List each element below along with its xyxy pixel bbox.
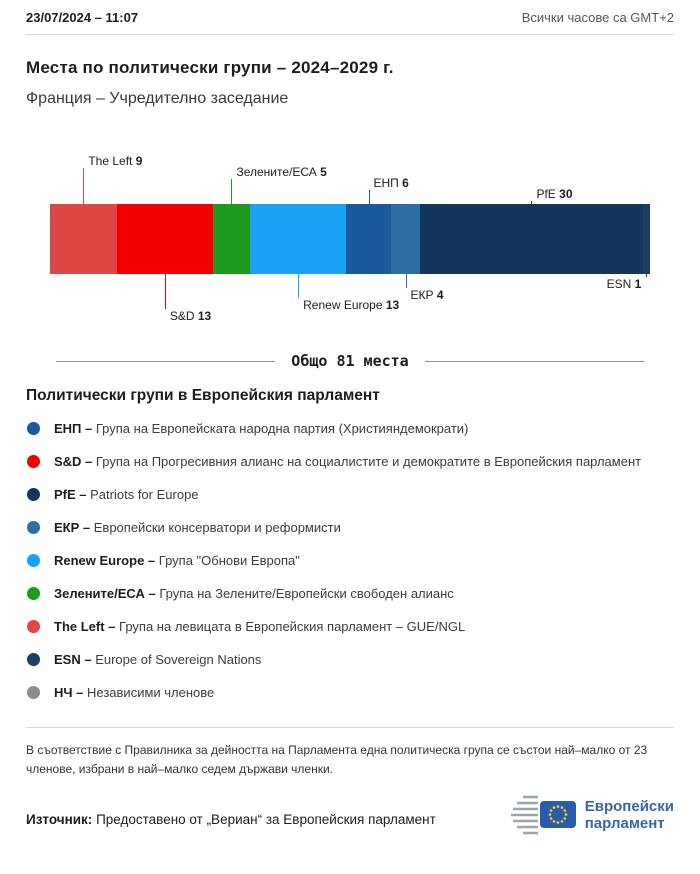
legend-desc: Patriots for Europe bbox=[90, 487, 199, 502]
legend-dot-ni bbox=[27, 686, 40, 699]
legend-desc: Група на Зелените/Европейски свободен ал… bbox=[159, 586, 454, 601]
total-line-right bbox=[424, 360, 644, 362]
legend-item-sd: S&D – Група на Прогресивния алианс на со… bbox=[26, 452, 674, 472]
legend-item-epp: ЕНП – Група на Европейската народна парт… bbox=[26, 419, 674, 439]
legend-dot-esn bbox=[27, 653, 40, 666]
legend: ЕНП – Група на Европейската народна парт… bbox=[26, 419, 674, 703]
bar-segment-renew[interactable] bbox=[249, 204, 347, 274]
legend-dot-renew bbox=[27, 554, 40, 567]
bar-segment-ecr[interactable] bbox=[390, 204, 421, 274]
bar-segment-pfe[interactable] bbox=[420, 204, 643, 274]
legend-heading: Политически групи в Европейския парламен… bbox=[26, 387, 380, 404]
ep-logo-mark bbox=[510, 795, 576, 835]
legend-item-esn: ESN – Europe of Sovereign Nations bbox=[26, 650, 674, 670]
seat-bar bbox=[50, 204, 650, 274]
legend-desc: Група на Прогресивния алианс на социалис… bbox=[95, 454, 642, 469]
footnote: В съответствие с Правилника за дейността… bbox=[26, 743, 648, 776]
leader-line-esn bbox=[646, 274, 648, 277]
bar-segment-greens-efa[interactable] bbox=[212, 204, 250, 274]
timezone-note: Всички часове са GMT+2 bbox=[521, 10, 674, 25]
legend-text: НЧ – Независими членове bbox=[54, 683, 214, 703]
leader-line-pfe bbox=[531, 201, 533, 204]
source-line: Източник: Предоставено от „Вериан“ за Ев… bbox=[26, 812, 436, 827]
legend-dot-ecr bbox=[27, 521, 40, 534]
seat-label-pfe: PfE 30 bbox=[536, 187, 573, 201]
legend-text: S&D – Група на Прогресивния алианс на со… bbox=[54, 452, 641, 472]
legend-text: PfE – Patriots for Europe bbox=[54, 485, 199, 505]
source-label: Източник: bbox=[26, 812, 93, 827]
legend-text: Renew Europe – Група "Обнови Европа" bbox=[54, 551, 300, 571]
total-line-left bbox=[56, 360, 276, 362]
leader-line-the-left bbox=[83, 168, 85, 204]
legend-abbr: PfE – bbox=[54, 487, 87, 502]
legend-dot-epp bbox=[27, 422, 40, 435]
legend-text: ЕКР – Европейски консерватори и реформис… bbox=[54, 518, 341, 538]
legend-item-greens: Зелените/ЕСА – Група на Зелените/Европей… bbox=[26, 584, 674, 604]
legend-desc: Независими членове bbox=[87, 685, 215, 700]
bar-segment-epp[interactable] bbox=[346, 204, 391, 274]
page-subtitle: Франция – Учредително заседание bbox=[26, 90, 289, 107]
ep-logo: Европейски парламент bbox=[508, 789, 674, 841]
seat-chart: The Left 9 S&D 13 Зелените/ЕСА 5 Renew Euro… bbox=[50, 146, 650, 328]
footer: Източник: Предоставено от „Вериан“ за Ев… bbox=[26, 789, 674, 841]
seat-label-the-left: The Left 9 bbox=[88, 154, 143, 168]
legend-item-ni: НЧ – Независими членове bbox=[26, 683, 674, 703]
legend-abbr: ЕКР – bbox=[54, 520, 91, 535]
legend-dot-sd bbox=[27, 455, 40, 468]
seat-label-epp: ЕНП 6 bbox=[373, 176, 409, 190]
legend-item-renew: Renew Europe – Група "Обнови Европа" bbox=[26, 551, 674, 571]
legend-text: ESN – Europe of Sovereign Nations bbox=[54, 650, 261, 670]
legend-abbr: The Left – bbox=[54, 619, 116, 634]
legend-abbr: ESN – bbox=[54, 652, 92, 667]
leader-line-greens-efa bbox=[231, 179, 233, 204]
legend-abbr: НЧ – bbox=[54, 685, 84, 700]
bar-segment-the-left[interactable] bbox=[50, 204, 117, 274]
legend-dot-pfe bbox=[27, 488, 40, 501]
source-text: Предоставено от „Вериан“ за Европейския … bbox=[96, 812, 436, 827]
legend-dot-left bbox=[27, 620, 40, 633]
legend-desc: Европейски консерватори и реформисти bbox=[93, 520, 341, 535]
legend-abbr: Renew Europe – bbox=[54, 553, 156, 568]
legend-item-ecr: ЕКР – Европейски консерватори и реформис… bbox=[26, 518, 674, 538]
ep-logo-text-line2: парламент bbox=[584, 815, 665, 832]
seat-label-sd: S&D 13 bbox=[169, 309, 212, 324]
total-seats-label: Общо 81 места bbox=[291, 352, 409, 370]
leader-line-ecr bbox=[405, 274, 407, 288]
leader-line-epp bbox=[368, 190, 370, 204]
seat-label-renew: Renew Europe 13 bbox=[303, 298, 400, 313]
legend-desc: Europe of Sovereign Nations bbox=[95, 652, 262, 667]
seat-label-ecr: ЕКР 4 bbox=[410, 287, 444, 302]
ep-logo-text-line1: Европейски bbox=[584, 798, 674, 815]
ep-logo-text: Европейски парламент bbox=[585, 798, 674, 832]
topbar: 23/07/2024 – 11:07 Всички часове са GMT+… bbox=[26, 10, 674, 35]
total-row: Общо 81 места bbox=[56, 352, 644, 370]
legend-abbr: S&D – bbox=[54, 454, 93, 469]
page-title: Места по политически групи – 2024–2029 г… bbox=[26, 58, 394, 77]
bar-segment-esn[interactable] bbox=[642, 204, 650, 274]
legend-text: The Left – Група на левицата в Европейск… bbox=[54, 617, 465, 637]
legend-desc: Група "Обнови Европа" bbox=[158, 553, 300, 568]
page: 23/07/2024 – 11:07 Всички часове са GMT+… bbox=[26, 10, 674, 841]
seat-label-greens-efa: Зелените/ЕСА 5 bbox=[236, 165, 327, 179]
legend-item-pfe: PfE – Patriots for Europe bbox=[26, 485, 674, 505]
footnote-divider bbox=[26, 727, 674, 728]
legend-item-left: The Left – Група на левицата в Европейск… bbox=[26, 617, 674, 637]
bar-segment-sd[interactable] bbox=[116, 204, 213, 274]
seat-label-esn: ESN 1 bbox=[606, 277, 642, 291]
legend-abbr: Зелените/ЕСА – bbox=[54, 586, 156, 601]
legend-text: ЕНП – Група на Европейската народна парт… bbox=[54, 419, 468, 439]
legend-text: Зелените/ЕСА – Група на Зелените/Европей… bbox=[54, 584, 454, 604]
legend-desc: Група на Европейската народна партия (Хр… bbox=[95, 421, 469, 436]
leader-line-sd bbox=[164, 274, 166, 310]
legend-desc: Група на левицата в Европейския парламен… bbox=[119, 619, 466, 634]
legend-dot-greens bbox=[27, 587, 40, 600]
datetime-label: 23/07/2024 – 11:07 bbox=[26, 10, 139, 25]
leader-line-renew bbox=[298, 274, 300, 299]
legend-abbr: ЕНП – bbox=[54, 421, 93, 436]
